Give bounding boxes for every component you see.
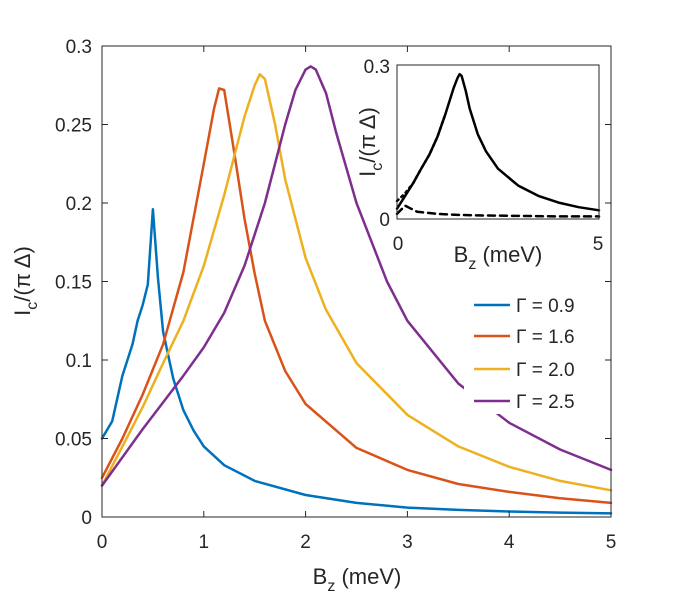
main-x-axis-title: Bz (meV) xyxy=(313,564,402,595)
legend-label-gamma-2-5: Γ = 2.5 xyxy=(516,392,575,413)
inset-line-solid xyxy=(395,72,601,212)
inset-x-axis-title: Bz (meV) xyxy=(454,242,543,273)
main-tick-labels-group: 0 1 2 3 4 5 0 0.05 0.1 0.15 0.2 0.25 0.3 xyxy=(55,37,616,553)
inset-y-tick-label-bottom: 0 xyxy=(379,210,390,231)
y-tick-label: 0.15 xyxy=(55,273,92,294)
inset-background xyxy=(397,65,599,219)
legend-entry: Γ = 2.5 xyxy=(474,392,575,413)
main-y-axis-title-main: I xyxy=(10,310,35,316)
y-tick-label: 0.05 xyxy=(55,430,92,451)
inset-x-axis-title-subscript: z xyxy=(468,256,476,273)
main-x-axis-title-unit: (meV) xyxy=(335,564,401,589)
x-tick-label: 2 xyxy=(300,532,311,553)
y-tick-label: 0.1 xyxy=(66,351,92,372)
inset-x-axis-title-unit: (meV) xyxy=(476,242,542,267)
x-tick-label: 5 xyxy=(606,532,617,553)
main-axes: 0 1 2 3 4 5 0 0.05 0.1 0.15 0.2 0.25 0.3 xyxy=(55,37,616,553)
inset-y-axis-title-subscript: c xyxy=(369,163,386,171)
legend-label-gamma-1-6: Γ = 1.6 xyxy=(516,327,575,348)
main-y-axis-title: Ic/(π Δ) xyxy=(10,246,41,316)
inset-x-tick-label-left: 0 xyxy=(393,234,404,255)
main-y-axis-title-rest: /(π Δ) xyxy=(10,246,35,302)
inset-x-axis-title-main: B xyxy=(454,242,469,267)
main-ticks-group xyxy=(101,45,612,518)
y-tick-label: 0.2 xyxy=(66,194,92,215)
x-tick-label: 3 xyxy=(402,532,413,553)
x-tick-label: 4 xyxy=(504,532,515,553)
series-line-gamma-0-9 xyxy=(100,208,613,515)
inset-x-tick-label-right: 5 xyxy=(593,234,604,255)
y-tick-label: 0 xyxy=(81,508,92,529)
legend-entry: Γ = 2.0 xyxy=(474,360,575,381)
inset-line-dashed xyxy=(395,204,601,218)
inset-line-dotted xyxy=(395,112,447,203)
legend-label-gamma-0-9: Γ = 0.9 xyxy=(516,296,575,317)
y-tick-label: 0.3 xyxy=(66,37,92,58)
series-line-gamma-1-6 xyxy=(100,87,613,505)
series-line-gamma-2-5 xyxy=(100,65,613,487)
inset-y-axis-title-rest: /(π Δ) xyxy=(355,107,380,163)
inset-axes: 0.3 0 0 5 xyxy=(364,57,604,255)
main-x-axis-title-main: B xyxy=(313,564,328,589)
main-series-group xyxy=(100,65,613,515)
legend-entry: Γ = 0.9 xyxy=(474,296,575,317)
legend-label-gamma-2-0: Γ = 2.0 xyxy=(516,360,575,381)
legend-entry: Γ = 1.6 xyxy=(474,327,575,348)
series-line-gamma-2-0 xyxy=(100,73,613,492)
inset-y-tick-label-top: 0.3 xyxy=(364,57,390,78)
inset-y-axis-title: Ic/(π Δ) xyxy=(355,107,386,177)
inset-y-axis-title-main: I xyxy=(355,171,380,177)
x-tick-label: 0 xyxy=(97,532,108,553)
legend: Γ = 0.9 Γ = 1.6 Γ = 2.0 Γ = 2.5 xyxy=(464,286,604,414)
legend-background xyxy=(464,286,604,414)
main-y-axis-title-subscript: c xyxy=(24,302,41,310)
main-x-axis-title-subscript: z xyxy=(327,578,335,595)
x-tick-label: 1 xyxy=(199,532,210,553)
inset-series-group xyxy=(395,72,601,218)
y-tick-label: 0.25 xyxy=(55,116,92,137)
